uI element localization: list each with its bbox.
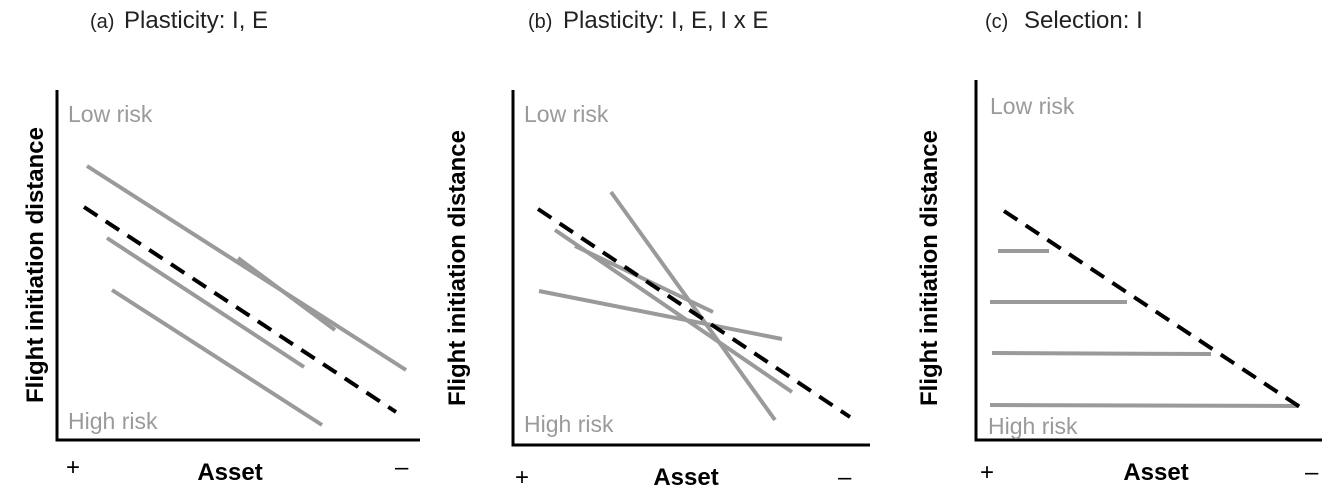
panel-b-individual-line-3 [574,244,714,314]
panel-b-x-plus-sign: + [515,464,529,491]
panel-a-letter: (a) [90,11,114,33]
panel-a-individual-line-2 [236,256,337,332]
panel-c-individual-line-4 [989,403,1299,408]
panel-a-individual-line-1 [85,164,408,372]
panel-b-x-minus-sign: – [838,464,852,491]
panel-b-population-line [536,207,852,419]
panel-a-individual-line-4 [110,288,324,427]
panel-c-low-risk-label: Low risk [990,93,1075,119]
panel-b-x-axis-label: Asset [653,464,718,491]
panel-a-x-plus-sign: + [66,454,80,481]
panel-b: (b) Plasticity: I, E, I x E Low risk Hig… [444,7,870,491]
panel-c-individual-line-3 [991,351,1212,356]
panel-c-title: Selection: I [1024,7,1143,34]
panel-c-letter: (c) [985,11,1008,33]
panel-a-title: Plasticity: I, E [124,7,268,34]
panel-a-individual-line-3 [105,236,306,369]
panel-c-x-axis-label: Asset [1123,459,1188,486]
panel-b-letter: (b) [528,11,552,33]
panel-a-low-risk-label: Low risk [68,101,153,127]
panel-a-x-minus-sign: – [395,454,409,481]
panel-c-x-plus-sign: + [980,459,994,486]
panel-a-population-line [82,205,398,414]
panel-c-population-line [1002,209,1305,411]
panel-c-high-risk-label: High risk [988,413,1078,439]
panel-b-individual-line-1 [609,190,777,422]
panel-b-title: Plasticity: I, E, I x E [563,7,768,34]
panel-c-axes [974,80,1322,442]
panel-b-axes [511,90,870,447]
panel-c: (c) Selection: I Low risk High risk Flig… [916,7,1322,486]
panel-b-high-risk-label: High risk [524,411,614,437]
panel-a: (a) Plasticity: I, E Low risk High risk … [22,7,420,486]
panel-b-y-axis-label: Flight initiation distance [444,130,471,406]
panel-a-x-axis-label: Asset [197,459,262,486]
panel-c-y-axis-label: Flight initiation distance [916,130,943,406]
panel-c-x-minus-sign: – [1305,459,1319,486]
panel-a-high-risk-label: High risk [68,408,158,434]
panel-b-individual-line-4 [538,289,783,341]
panel-a-y-axis-label: Flight initiation distance [22,127,49,403]
panel-b-low-risk-label: Low risk [524,101,609,127]
panel-a-axes [55,90,420,442]
